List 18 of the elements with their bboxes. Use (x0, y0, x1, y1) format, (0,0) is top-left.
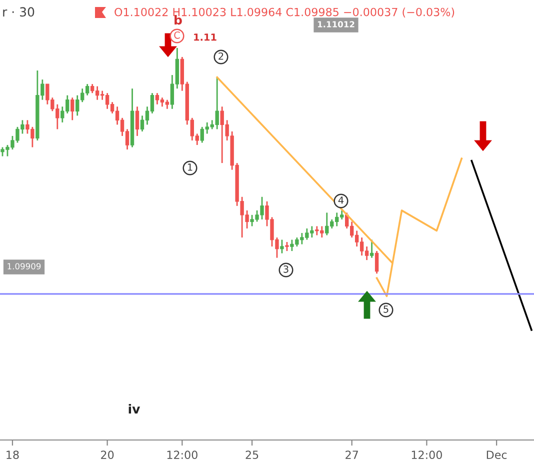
text: C (174, 31, 180, 39)
annotation: 4 (338, 196, 344, 204)
x-tick-label: 25 (246, 450, 258, 460)
x-tick-label: 27 (346, 450, 358, 459)
x-tick-label: 12:00 (412, 450, 442, 460)
text: iv (128, 404, 140, 414)
annotation: 3 (284, 265, 288, 273)
x-tick-label: 12:00 (167, 450, 198, 460)
x-tick-label: 20 (101, 450, 114, 460)
annotation: 1 (188, 164, 192, 171)
x-tick-label: Dec (486, 450, 507, 460)
text: 1.11 (194, 34, 216, 41)
annotation: 1.09909 (8, 263, 41, 270)
chart-title: r · 30 (3, 7, 34, 17)
x-tick-label: 18 (6, 450, 19, 460)
text: 5 (384, 306, 388, 313)
text: 1.11012 (318, 21, 354, 28)
annotation: 2 (218, 52, 224, 60)
